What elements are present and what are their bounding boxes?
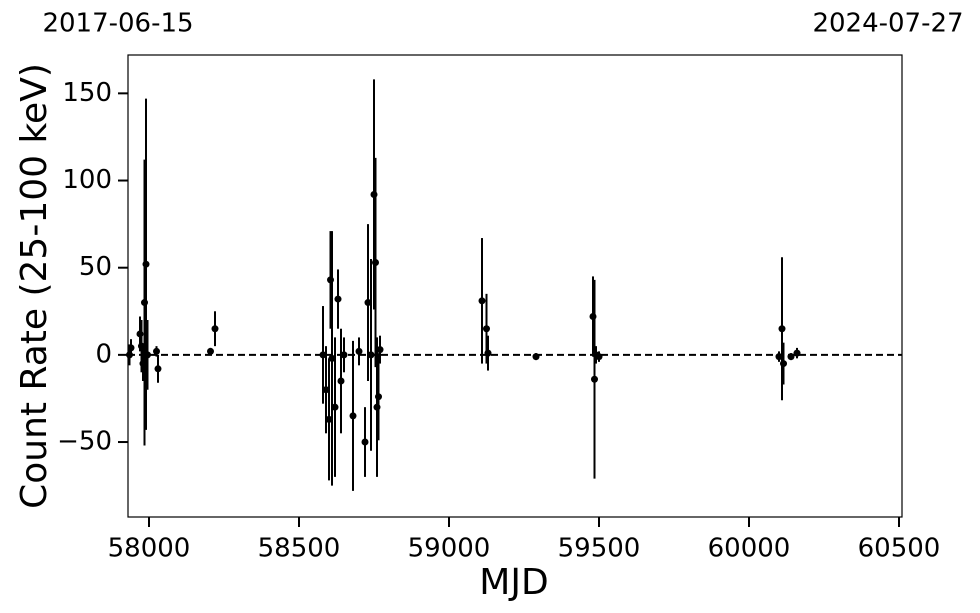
point [355, 347, 363, 355]
point [154, 365, 162, 373]
point [376, 346, 384, 354]
plot-frame [127, 54, 903, 518]
point [361, 438, 369, 446]
point [372, 258, 379, 266]
point [328, 354, 336, 362]
point [364, 299, 372, 307]
point [337, 377, 345, 385]
point [484, 349, 492, 357]
point [775, 353, 783, 361]
point [349, 412, 357, 420]
point [367, 351, 375, 359]
point [483, 325, 490, 333]
y-tick-label: 50 [79, 252, 112, 282]
point [375, 393, 382, 401]
point [334, 295, 342, 303]
point [319, 351, 327, 359]
point [595, 353, 603, 361]
date-label: 2017-06-15 [42, 9, 193, 39]
point [211, 325, 219, 333]
point [591, 375, 598, 383]
x-tick-label: 59500 [558, 534, 641, 564]
point [331, 403, 339, 411]
point [778, 325, 786, 333]
point [142, 260, 150, 268]
y-tick-label: 100 [62, 165, 112, 195]
point [153, 347, 160, 355]
point [532, 353, 540, 361]
point [793, 349, 801, 357]
y-tick-label: 150 [62, 78, 112, 108]
x-tick-label: 58000 [108, 534, 191, 564]
point [340, 351, 348, 359]
date-label: 2024-07-27 [812, 9, 963, 39]
y-axis-label: Count Rate (25-100 keV) [14, 63, 55, 509]
y-tick-label: 0 [95, 339, 112, 369]
point [207, 347, 214, 355]
x-tick-label: 60000 [708, 534, 791, 564]
point [478, 297, 486, 305]
point [322, 386, 330, 394]
x-tick-label: 59000 [408, 534, 491, 564]
point [787, 353, 795, 361]
x-tick-label: 60500 [858, 534, 941, 564]
point [127, 344, 135, 352]
point [144, 351, 151, 359]
x-axis-label: MJD [479, 562, 548, 603]
point [780, 360, 787, 368]
y-tick-label: −50 [57, 427, 112, 457]
point [325, 415, 333, 423]
x-tick-label: 58500 [258, 534, 341, 564]
